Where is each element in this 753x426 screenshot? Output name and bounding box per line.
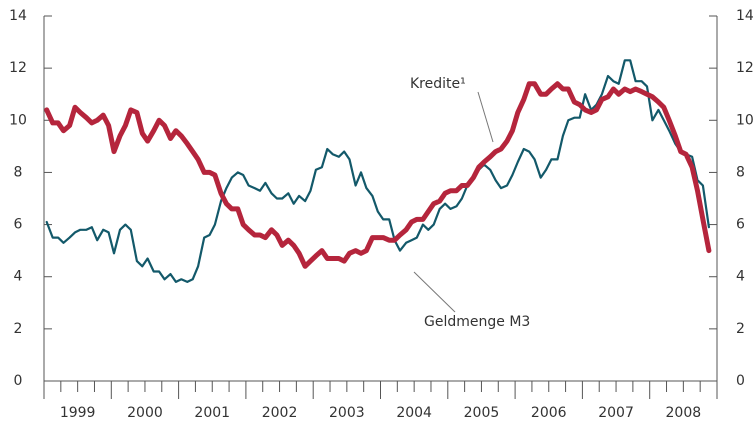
y2-tick-label: 14 [736, 8, 753, 24]
x-tick-label: 2008 [666, 405, 702, 421]
y2-tick-label: 8 [736, 164, 745, 180]
y-tick-label: 10 [9, 112, 27, 128]
y2-tick-label: 4 [736, 269, 745, 285]
y2-tick-label: 2 [736, 321, 745, 337]
x-tick-label: 2004 [396, 405, 432, 421]
y-tick-label: 14 [9, 8, 27, 24]
y2-tick-label: 12 [736, 60, 753, 76]
y-tick-label: 6 [14, 217, 23, 233]
x-tick-label: 2003 [329, 405, 365, 421]
line-series [44, 81, 712, 269]
leader-line [477, 91, 494, 143]
y-tick-label: 12 [9, 60, 27, 76]
x-tick-label: 2002 [262, 405, 298, 421]
y2-tick-label: 10 [736, 112, 753, 128]
y2-tick-label: 0 [736, 373, 745, 389]
y-tick-label: 0 [14, 373, 23, 389]
y-tick-label: 2 [14, 321, 23, 337]
annotation: Geldmenge M3 [424, 314, 530, 330]
x-tick-label: 2005 [464, 405, 500, 421]
x-tick-label: 2001 [194, 405, 230, 421]
leader-line [413, 271, 456, 313]
y2-tick-label: 6 [736, 217, 745, 233]
y-tick-label: 4 [14, 269, 23, 285]
x-tick-label: 2007 [598, 405, 634, 421]
x-tick-label: 2006 [531, 405, 567, 421]
x-tick-label: 2000 [127, 405, 163, 421]
x-tick-label: 1999 [60, 405, 96, 421]
y-tick-label: 8 [14, 164, 23, 180]
annotation: Kredite¹ [410, 76, 466, 92]
